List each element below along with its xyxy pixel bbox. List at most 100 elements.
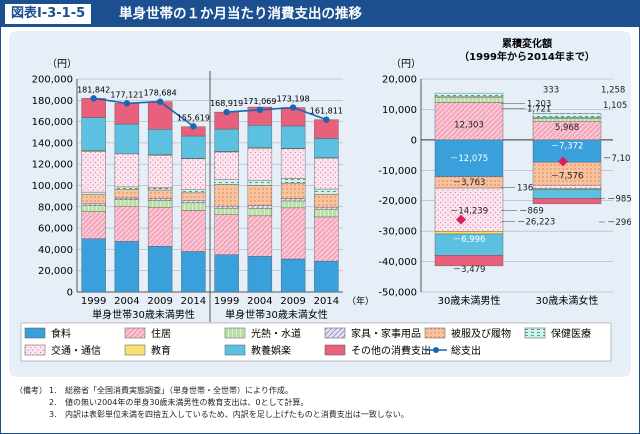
legend-swatch xyxy=(324,344,346,356)
bar-segment xyxy=(181,158,206,190)
note-text: 値の無い2004年の単身30歳未満男性の教育支出は、0として計算。 xyxy=(65,398,309,407)
legend-label: 教育 xyxy=(151,344,171,357)
total-point xyxy=(90,95,97,102)
bar-segment xyxy=(147,198,173,201)
bar-segment xyxy=(181,192,206,201)
bar-segment xyxy=(114,123,140,155)
note-number: 3. xyxy=(49,410,57,419)
bar-segment xyxy=(314,216,339,262)
bar-segment xyxy=(247,205,273,209)
bar-segment xyxy=(314,138,339,158)
legend-swatch xyxy=(324,327,346,339)
x-tick-label: 2009 xyxy=(147,296,172,307)
bar-segment xyxy=(247,215,273,257)
bar-segment xyxy=(532,113,602,118)
legend-label: 教養娯楽 xyxy=(251,344,291,357)
x-tick-label: 2014 xyxy=(181,296,206,307)
y-tick-label: 10,000 xyxy=(382,105,417,116)
chart-subtitle: （1999年から2014年まで） xyxy=(459,50,595,63)
y-tick-label: -30,000 xyxy=(378,227,417,238)
chart-title: 累積変化額 xyxy=(502,37,552,50)
total-point xyxy=(256,106,264,114)
legend-box xyxy=(20,322,612,362)
total-line xyxy=(93,97,194,127)
chart-panel: 0 20,000 40,000 60,000 80,000 100,000 120,000 1… xyxy=(9,31,636,377)
group-label: 単身世帯30歳未満男性 xyxy=(92,308,195,321)
total-label: 181,842 xyxy=(77,85,110,94)
y-tick-label: 80,000 xyxy=(38,202,73,213)
legend-swatch xyxy=(24,327,46,339)
bar-segment xyxy=(81,203,106,206)
total-marker xyxy=(456,214,466,225)
total-label: 168,919 xyxy=(210,99,243,108)
note-row: 2. 値の無い2004年の単身30歳未満男性の教育支出は、0として計算。 xyxy=(15,397,409,409)
bar-segment xyxy=(147,187,173,191)
legend-label: 交通・通信 xyxy=(51,344,101,357)
bar-segment xyxy=(214,128,239,152)
bar-segment xyxy=(434,255,504,267)
value-label: －296 xyxy=(607,218,631,228)
value-label: －985 xyxy=(607,194,631,204)
bar-segment xyxy=(247,125,273,148)
group-label: 単身世帯30歳未満女性 xyxy=(225,308,328,321)
bar-segment xyxy=(247,185,273,206)
legend-label: 被服及び履物 xyxy=(451,327,511,340)
bar-segment xyxy=(434,102,504,141)
bar-segment xyxy=(214,254,239,293)
note-number: 2. xyxy=(49,398,57,407)
y-tick-label: 200,000 xyxy=(32,75,73,86)
y-tick-label: 20,000 xyxy=(382,75,417,86)
y-tick-label: 180,000 xyxy=(32,96,73,107)
legend-label: 家具・家事用品 xyxy=(351,327,421,340)
y-tick-label: 100,000 xyxy=(32,181,73,192)
y-tick-label: 40,000 xyxy=(38,245,73,256)
bar-segment xyxy=(147,155,173,189)
bar-segment xyxy=(147,200,173,208)
total-line xyxy=(226,106,327,121)
figure-title: 単身世帯の１か月当たり消費支出の推移 xyxy=(119,6,362,22)
total-label: 173,198 xyxy=(277,95,310,104)
bar-segment xyxy=(147,129,173,156)
bar-segment xyxy=(280,200,306,209)
y-tick-label: -50,000 xyxy=(378,288,417,299)
total-point xyxy=(323,116,330,123)
figure-id: 図表Ⅰ-3-1-5 xyxy=(5,4,92,24)
bar-segment xyxy=(280,258,306,293)
bar-segment xyxy=(280,125,306,149)
figure-header: 図表Ⅰ-3-1-5 単身世帯の１か月当たり消費支出の推移 xyxy=(1,1,639,27)
bar-segment xyxy=(147,101,173,130)
bar-segment xyxy=(532,198,602,205)
x-unit-label: （年） xyxy=(347,295,374,307)
value-label: －7,576 xyxy=(551,171,584,181)
value-label: 1,258 xyxy=(601,85,625,95)
bar-segment xyxy=(81,117,106,151)
y-tick-label: 160,000 xyxy=(32,117,73,128)
legend-marker xyxy=(433,347,439,353)
bar-segment xyxy=(181,210,206,252)
x-tick-label: 2004 xyxy=(247,296,272,307)
notes: （備考） 1. 総務省「全国消費実態調査」（単身世帯・全世帯）により作成。 2.… xyxy=(15,385,409,421)
bar-segment xyxy=(280,207,306,260)
x-tick-label: 2004 xyxy=(114,296,139,307)
bar-segment xyxy=(214,151,239,180)
total-point xyxy=(223,108,230,116)
legend-swatch xyxy=(224,327,246,339)
value-label: －7,372 xyxy=(551,142,584,152)
legend-swatch xyxy=(124,327,146,339)
total-point xyxy=(289,104,297,111)
total-point xyxy=(156,98,164,105)
value-label: 136 xyxy=(517,184,533,194)
value-label: －12,075 xyxy=(450,154,488,164)
note-number: 1. xyxy=(49,386,57,395)
total-marker xyxy=(558,156,568,167)
bar-segment xyxy=(434,187,504,232)
value-label: 12,303 xyxy=(454,121,484,131)
bar-segment xyxy=(247,256,273,293)
legend-label: 食料 xyxy=(51,327,71,340)
bar-segment xyxy=(214,184,239,207)
chart-svg: 0 20,000 40,000 60,000 80,000 100,000 120,000 1… xyxy=(20,37,636,362)
y-tick-label: 140,000 xyxy=(32,138,73,149)
bar-segment xyxy=(147,246,173,293)
bar-segment xyxy=(214,214,239,255)
total-label: 161,811 xyxy=(310,107,343,116)
